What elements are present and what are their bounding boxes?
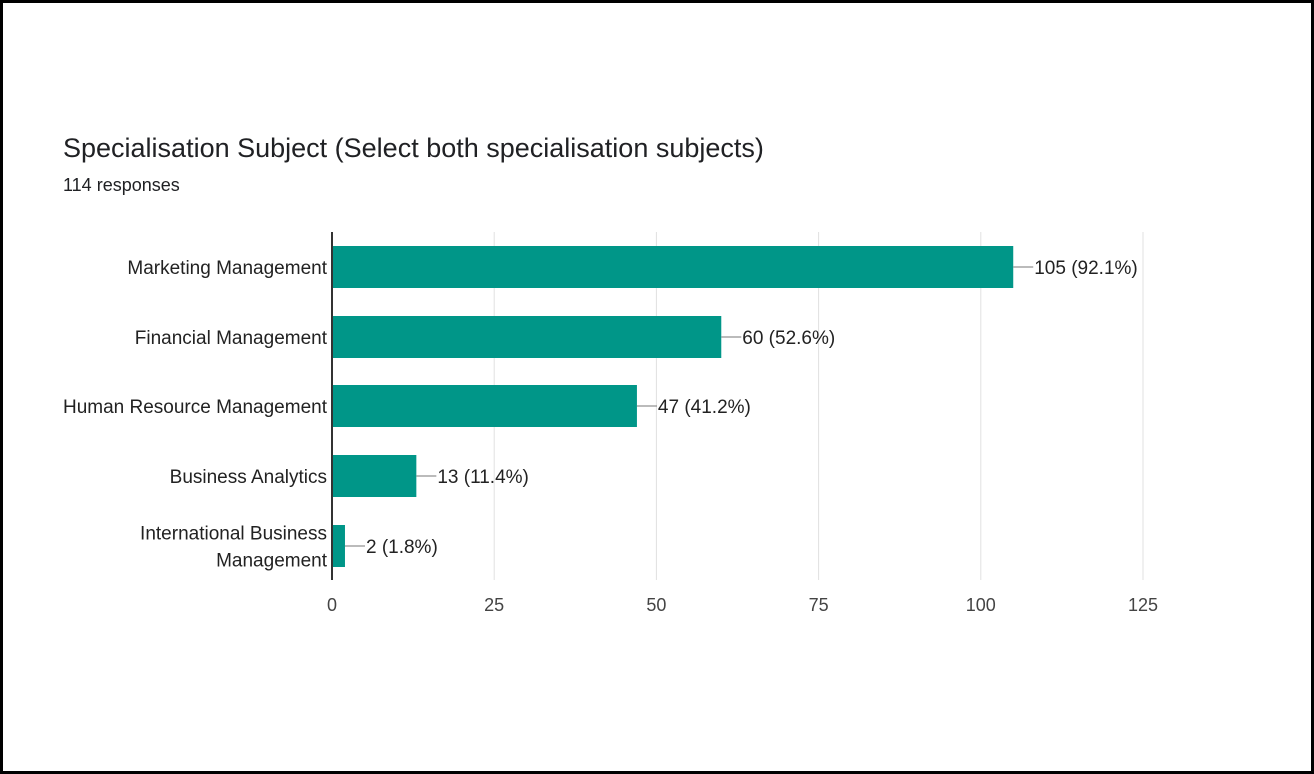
category-label: International Business [140,524,327,545]
data-label: 60 (52.6%) [742,328,835,349]
x-tick-label: 100 [966,595,996,615]
response-count: 114 responses [63,175,180,195]
bar [332,385,637,427]
bar [332,246,1014,288]
chart-title: Specialisation Subject (Select both spec… [63,133,764,163]
x-tick-label: 50 [646,595,666,615]
data-label: 47 (41.2%) [658,397,751,418]
x-tick-label: 125 [1128,595,1158,615]
category-label: Management [216,551,328,572]
data-label: 13 (11.4%) [437,467,529,488]
x-tick-label: 25 [484,595,504,615]
x-tick-label: 0 [327,595,337,615]
x-tick-label: 75 [809,595,829,615]
category-label: Business Analytics [170,467,327,488]
data-label: 105 (92.1%) [1034,258,1138,279]
bar [332,316,722,358]
bar [332,455,417,497]
data-label: 2 (1.8%) [366,537,438,558]
category-label: Human Resource Management [63,397,328,418]
category-label: Financial Management [135,328,328,349]
bar [332,525,345,567]
category-label: Marketing Management [127,258,327,279]
